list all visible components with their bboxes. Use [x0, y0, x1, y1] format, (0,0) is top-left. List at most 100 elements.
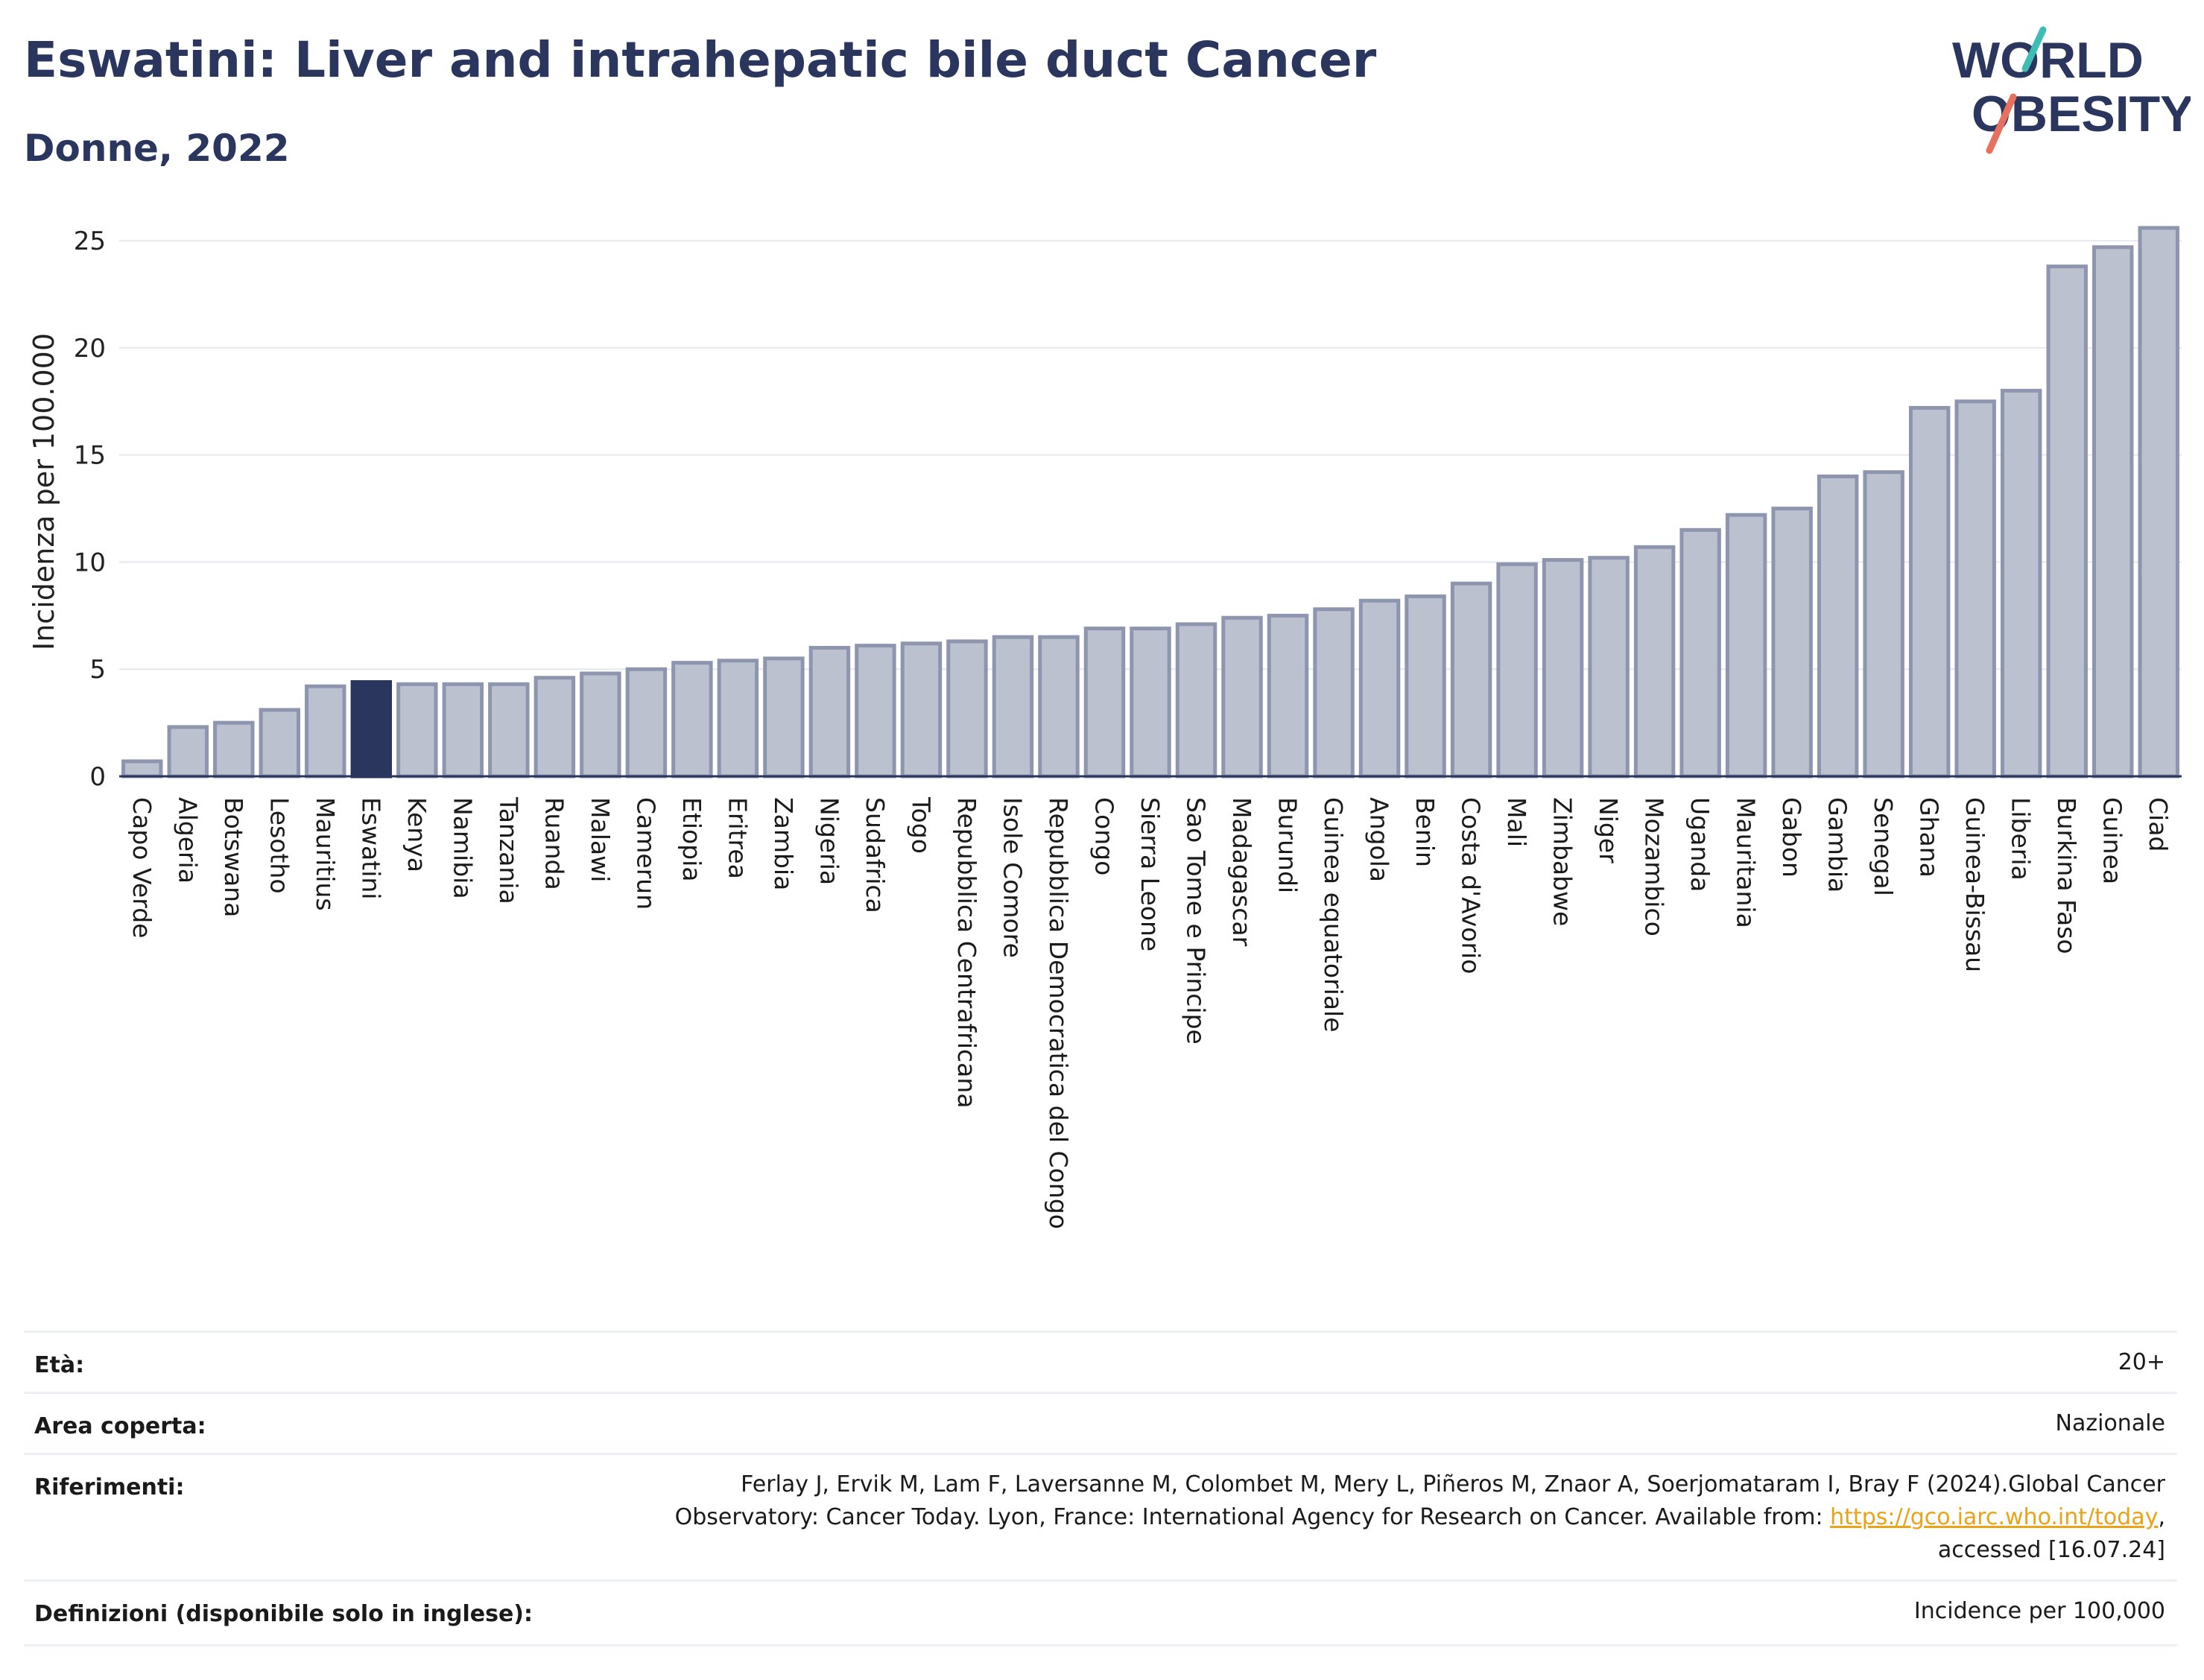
x-tick-label: Guinea-Bissau — [1960, 797, 1989, 972]
x-tick-label: Gabon — [1777, 797, 1806, 878]
x-tick-label: Uganda — [1685, 797, 1714, 892]
x-tick-label: Togo — [906, 796, 935, 854]
bar-kenya — [396, 682, 438, 779]
bar-capo-verde — [121, 759, 163, 779]
bar-congo — [1083, 627, 1126, 779]
x-tick-label: Tanzania — [494, 796, 523, 904]
x-tick-label: Malawi — [586, 797, 615, 882]
x-tick-label: Guinea equatoriale — [1319, 797, 1348, 1033]
bar-highlight-eswatini — [350, 679, 393, 779]
bar-lesotho — [259, 708, 301, 779]
bar-ciad — [2138, 226, 2179, 779]
bar-isole-comore — [992, 635, 1034, 779]
x-tick-label: Burkina Faso — [2052, 797, 2081, 954]
bar-uganda — [1679, 527, 1721, 779]
x-tick-label: Mali — [1502, 797, 1531, 847]
bar-gabon — [1771, 507, 1813, 779]
x-tick-label: Sudafrica — [861, 797, 890, 913]
bar-sudafrica — [855, 644, 896, 779]
bar-liberia — [2000, 388, 2042, 779]
x-tick-label: Repubblica Democratica del Congo — [1044, 797, 1073, 1229]
x-tick-label: Sierra Leone — [1136, 797, 1165, 951]
bar-sierra-leone — [1130, 627, 1171, 779]
info-label-references: Riferimenti: — [34, 1474, 185, 1500]
bar-guinea — [2092, 245, 2134, 779]
bar-algeria — [167, 725, 209, 779]
bar-senegal — [1863, 470, 1904, 779]
bar-burkina-faso — [2046, 264, 2088, 779]
info-value-age: 20+ — [2118, 1349, 2165, 1375]
x-tick-label: Burundi — [1273, 797, 1302, 893]
x-tick-label: Angola — [1365, 797, 1394, 882]
bar-repubblica-centrafricana — [946, 639, 988, 779]
bar-costa-d-avorio — [1450, 581, 1492, 779]
x-tick-label: Liberia — [2007, 797, 2036, 881]
bar-repubblica-democratica-del-congo — [1038, 635, 1080, 779]
x-tick-label: Kenya — [402, 797, 431, 872]
chart-subtitle: Donne, 2022 — [24, 127, 290, 170]
logo-word-world: WORLD — [1952, 32, 2144, 89]
x-tick-label: Lesotho — [265, 797, 294, 894]
bar-ghana — [1908, 405, 1951, 779]
x-tick-label: Mauritania — [1732, 797, 1761, 928]
bar-madagascar — [1221, 615, 1263, 779]
bar-benin — [1405, 594, 1446, 779]
bar-burundi — [1267, 613, 1309, 779]
x-tick-label: Congo — [1089, 797, 1118, 875]
bar-ruanda — [533, 676, 576, 779]
bar-guinea-equatoriale — [1313, 607, 1355, 779]
x-tick-label: Mauritius — [311, 797, 340, 911]
x-tick-label: Eritrea — [723, 797, 752, 879]
bar-mauritius — [305, 684, 346, 779]
y-tick-label: 25 — [74, 226, 106, 256]
x-tick-label: Costa d'Avorio — [1457, 797, 1486, 974]
bars — [121, 226, 2179, 779]
reference-line-2: Observatory: Cancer Today. Lyon, France:… — [675, 1501, 2165, 1534]
y-tick-label: 15 — [74, 441, 106, 471]
x-tick-label: Camerun — [631, 797, 660, 910]
bar-namibia — [442, 682, 484, 779]
bar-guinea-bissau — [1954, 399, 1996, 779]
x-tick-label: Ciad — [2144, 797, 2173, 852]
bar-sao-tome-e-principe — [1175, 622, 1217, 779]
info-label-area: Area coperta: — [34, 1413, 206, 1439]
reference-line-1: Ferlay J, Ervik M, Lam F, Laversanne M, … — [741, 1471, 2165, 1497]
bar-nigeria — [808, 645, 851, 779]
bar-malawi — [580, 671, 621, 779]
info-value-definitions: Incidence per 100,000 — [1913, 1598, 2165, 1624]
x-tick-labels: Capo Verde Algeria Botswana Lesotho Mauritiu… — [127, 796, 2173, 1229]
x-tick-label: Senegal — [1869, 797, 1898, 896]
x-tick-label: Gambia — [1823, 797, 1852, 893]
world-obesity-logo: WORLD OBESITY — [1952, 26, 2191, 154]
x-tick-label: Zambia — [769, 797, 798, 890]
reference-line-2-text: Observatory: Cancer Today. Lyon, France:… — [674, 1504, 1831, 1530]
y-tick-label: 0 — [89, 762, 106, 792]
logo-slash-coral — [1986, 93, 2017, 154]
info-row-area: Area coperta: Nazionale — [24, 1392, 2177, 1454]
bar-zambia — [763, 656, 805, 779]
bar-togo — [900, 641, 943, 779]
bar-camerun — [625, 667, 668, 779]
reference-line-2-end: , — [2158, 1504, 2165, 1530]
x-tick-label: Ghana — [1915, 797, 1944, 878]
logo-slash-teal — [2021, 26, 2047, 72]
reference-line-3: accessed [16.07.24] — [1937, 1537, 2165, 1563]
x-tick-label: Niger — [1594, 797, 1623, 863]
x-tick-label: Capo Verde — [127, 797, 156, 938]
bar-botswana — [213, 720, 255, 779]
y-tick-label: 10 — [74, 548, 106, 577]
info-row-age: Età: 20+ — [24, 1331, 2177, 1392]
x-tick-label: Etiopia — [677, 797, 706, 882]
y-tick-label: 5 — [89, 655, 106, 685]
bar-zimbabwe — [1542, 558, 1584, 779]
info-value-references: Ferlay J, Ervik M, Lam F, Laversanne M, … — [675, 1468, 2165, 1567]
bar-tanzania — [488, 682, 530, 779]
x-tick-label: Botswana — [219, 797, 248, 917]
info-label-definitions: Definizioni (disponibile solo in inglese… — [34, 1601, 533, 1627]
bar-mozambico — [1633, 545, 1676, 779]
bar-gambia — [1817, 474, 1859, 779]
reference-link[interactable]: https://gco.iarc.who.int/today — [1830, 1504, 2159, 1530]
x-tick-label: Mozambico — [1640, 797, 1669, 936]
x-tick-label: Zimbabwe — [1548, 797, 1577, 926]
x-tick-label: Algeria — [173, 797, 202, 884]
